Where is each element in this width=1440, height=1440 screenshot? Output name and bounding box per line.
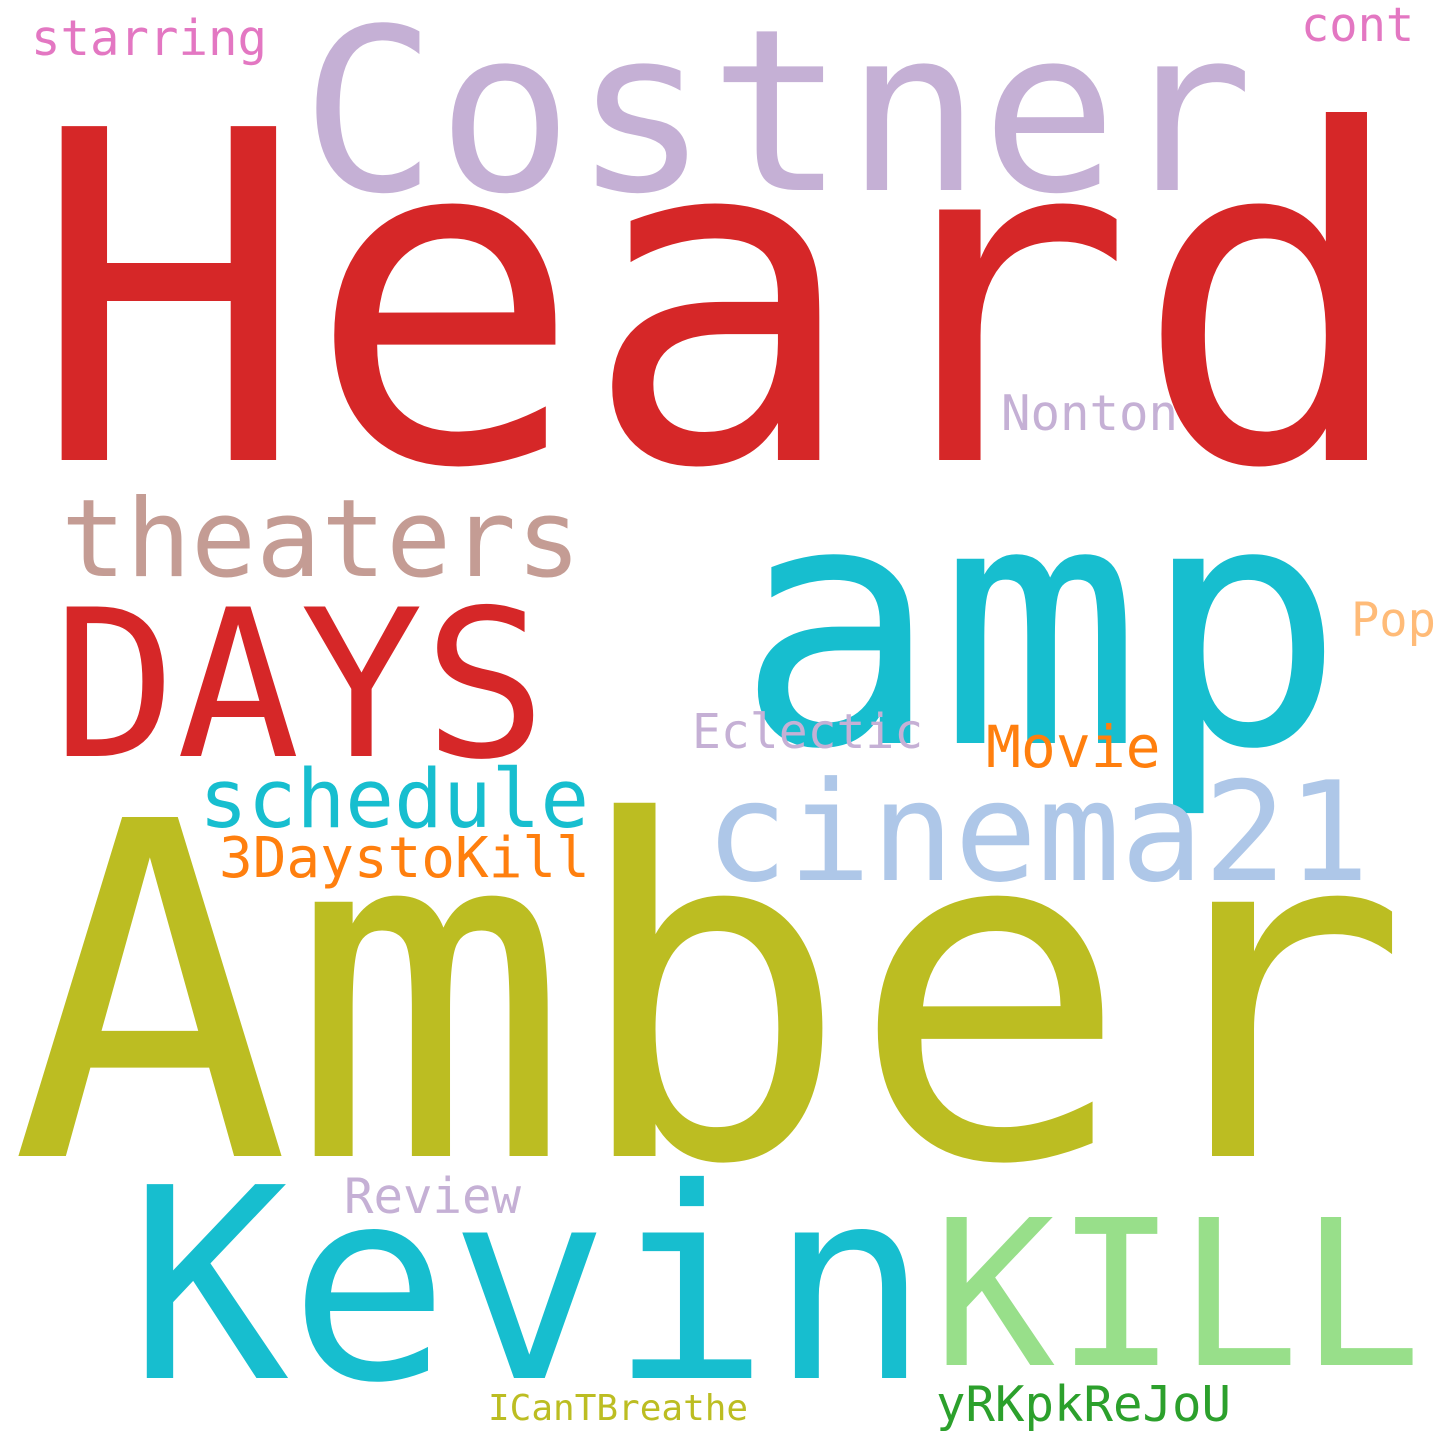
- word-amber: Amber: [10, 724, 1410, 1266]
- word-yrkpkrejou: yRKpkReJoU: [936, 1376, 1232, 1433]
- word-costner: Costner: [301, 0, 1254, 244]
- word-kevin: Kevin: [129, 1131, 930, 1440]
- word-amp: amp: [736, 431, 1345, 823]
- word-days: DAYS: [53, 567, 547, 805]
- word-movie: Movie: [986, 713, 1161, 781]
- word-starring: starring: [31, 10, 268, 67]
- word-theaters: theaters: [61, 477, 582, 602]
- word-review: Review: [344, 1168, 522, 1225]
- word-3daystokill: 3DaystoKill: [219, 826, 590, 891]
- word-heard: Heard: [31, 36, 1410, 569]
- word-eclectic: Eclectic: [692, 704, 924, 760]
- word-schedule: schedule: [199, 753, 590, 847]
- word-pop: Pop: [1351, 593, 1436, 648]
- word-nonton: Nonton: [1001, 385, 1179, 442]
- word-kill: KILL: [933, 1177, 1422, 1413]
- word-cinema21: cinema21: [705, 752, 1370, 913]
- word-icantbreathe: ICanTBreathe: [488, 1388, 749, 1429]
- word-cont: cont: [1301, 0, 1415, 53]
